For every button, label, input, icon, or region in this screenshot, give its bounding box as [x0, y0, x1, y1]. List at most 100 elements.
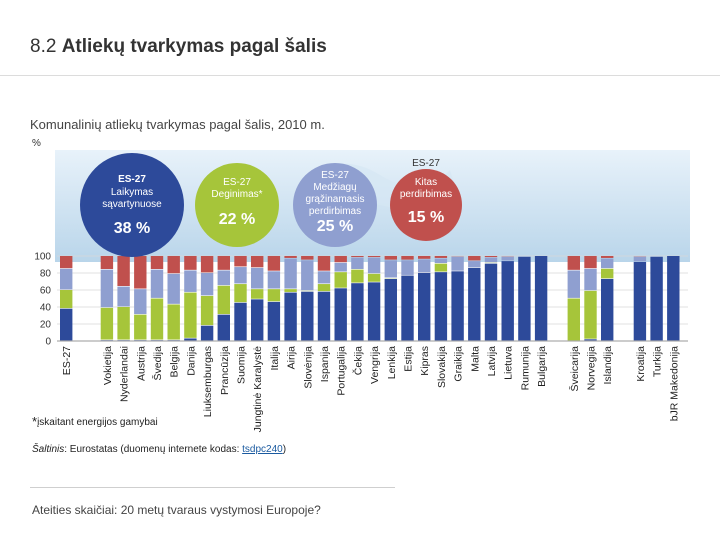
bar-segment: [584, 290, 597, 339]
callout-region: ES-27: [412, 158, 440, 169]
x-tick-label: Austrija: [135, 346, 147, 381]
bar-segment: [150, 298, 164, 340]
bar-segment: [518, 256, 531, 341]
bar-segment: [584, 268, 597, 291]
bar-segment: [100, 307, 114, 340]
y-tick-label: 100: [34, 252, 51, 263]
bar-segment: [60, 268, 73, 290]
x-tick-label: Čekija: [351, 346, 364, 375]
bar-segment: [200, 325, 214, 341]
source-link[interactable]: tsdpc240: [242, 444, 283, 455]
bar-segment: [401, 260, 414, 275]
bar-segment: [367, 256, 381, 258]
bar-segment: [534, 256, 548, 341]
bar-segment: [501, 261, 514, 341]
x-tick-label: Turkija: [652, 346, 664, 377]
bar-segment: [184, 256, 197, 270]
bar-segment: [60, 290, 73, 309]
bar-segment: [251, 256, 264, 268]
bar-segment: [468, 256, 481, 261]
bar-segment: [351, 269, 364, 283]
bar-segment: [434, 272, 448, 341]
bar-segment: [451, 256, 464, 271]
callout-value: 22 %: [219, 211, 255, 228]
bar-segment: [100, 269, 114, 308]
callout-label: sąvartynuose: [102, 199, 162, 210]
x-tick-label: Slovakija: [436, 346, 448, 388]
callout-circle: [390, 169, 462, 241]
footnote-star: *: [32, 414, 38, 429]
bar-segment: [167, 273, 180, 304]
bar-segment: [401, 256, 414, 260]
bar-segment: [451, 271, 464, 341]
bar-segment: [384, 278, 397, 341]
callout-circle: [80, 153, 184, 257]
bar-segment: [334, 262, 347, 272]
bar-segment: [167, 304, 180, 340]
x-tick-label: Nyderlandai: [119, 346, 131, 402]
bar-segment: [284, 292, 297, 341]
x-tick-label: Prancūzija: [219, 346, 231, 395]
unit-label: %: [32, 138, 41, 149]
bar-segment: [184, 292, 197, 338]
bar-segment: [267, 301, 281, 341]
bar-segment: [567, 256, 580, 270]
x-tick-label: Italija: [269, 346, 281, 371]
bar-segment: [351, 257, 364, 269]
bar-segment: [601, 278, 614, 341]
bar-segment: [367, 257, 381, 274]
bar-segment: [334, 256, 347, 263]
title-text: Atliekų tvarkymas pagal šalis: [61, 36, 327, 57]
callout-label: Laikymas: [111, 187, 153, 198]
x-tick-label: Islandija: [602, 346, 614, 385]
bar-segment: [117, 256, 130, 286]
bar-segment: [384, 260, 397, 278]
footnote: *įskaitant energijos gamybai: [32, 414, 158, 432]
bar-segment: [251, 289, 264, 299]
footnote-text: įskaitant energijos gamybai: [37, 417, 158, 428]
bar-segment: [584, 339, 597, 341]
bar-segment: [317, 256, 331, 271]
bar-segment: [384, 256, 397, 260]
x-tick-label: Lenkija: [386, 346, 398, 379]
x-tick-label: Portugalija: [336, 346, 348, 396]
source-text: : Eurostatas (duomenų internete kodas:: [64, 444, 243, 455]
bar-segment: [418, 273, 431, 341]
y-tick-label: 20: [40, 320, 52, 331]
bar-segment: [351, 283, 364, 341]
bar-segment: [217, 270, 230, 286]
x-tick-label: Airija: [286, 346, 298, 369]
x-tick-label: Graikija: [453, 346, 465, 382]
callout-label: Medžiagų: [313, 182, 357, 193]
bar-segment: [567, 270, 580, 298]
callout-label: perdirbimas: [309, 206, 361, 217]
callout-value: 25 %: [317, 218, 353, 235]
callout-value: 38 %: [114, 220, 150, 237]
x-tick-label: Vokietija: [102, 346, 114, 385]
waste-chart: 0 20 40 60 80 100 ES-27 Vokietija Nyderlandai Aus…: [34, 150, 690, 433]
bar-segment: [434, 263, 448, 272]
bar-segment: [484, 257, 498, 263]
chart-subtitle: Komunalinių atliekų tvarkymas pagal šali…: [30, 117, 325, 132]
x-tick-label: Malta: [469, 346, 481, 372]
bar-segment: [284, 258, 297, 289]
x-tick-label: bJR Makedonija: [668, 346, 680, 421]
bar-segment: [234, 256, 247, 267]
y-tick-label: 60: [40, 286, 52, 297]
bar-segment: [601, 268, 614, 279]
bar-segment: [484, 263, 498, 341]
bar-segment: [434, 258, 448, 264]
callout-label: Kitas: [415, 177, 437, 188]
bar-segment: [267, 271, 281, 289]
bar-segment: [401, 275, 414, 341]
bar-segment: [267, 289, 281, 302]
bar-segment: [234, 267, 247, 284]
bar-segment: [501, 256, 514, 261]
x-tick-label: Jungtinė Karalystė: [252, 346, 264, 433]
x-tick-label: Norvegija: [586, 346, 598, 391]
bar-segment: [167, 256, 180, 274]
bar-segment: [117, 286, 130, 307]
bar-segment: [234, 284, 247, 303]
bar-segment: [317, 271, 331, 284]
x-tick-label: Šveicarija: [568, 346, 581, 392]
